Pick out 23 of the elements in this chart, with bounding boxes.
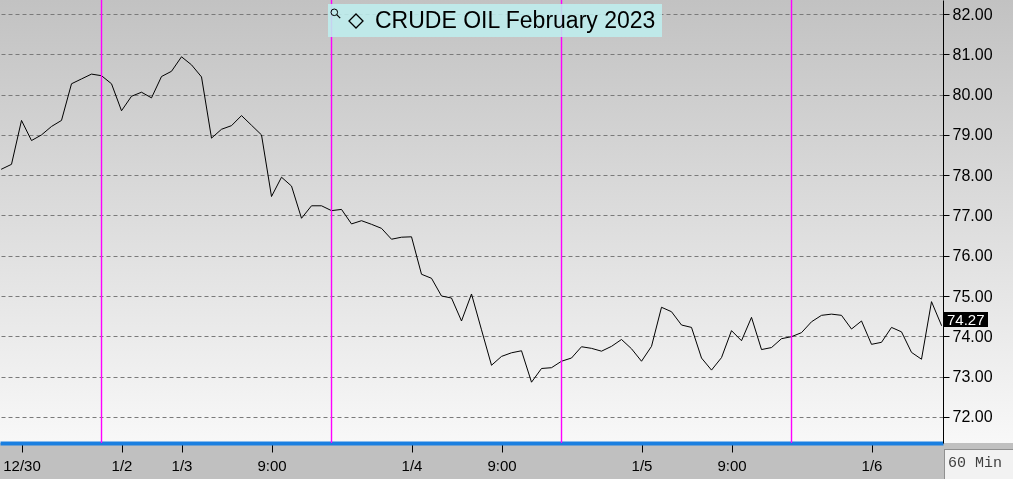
x-tick-label: 1/6 xyxy=(861,456,883,474)
y-tick-label: 73.00 xyxy=(952,368,993,386)
x-tick-label: 9:00 xyxy=(717,456,747,474)
y-tick-label: 76.00 xyxy=(952,247,993,265)
x-tick-label: 1/2 xyxy=(111,456,133,474)
y-tick-label: 77.00 xyxy=(952,206,993,224)
chart-title: CRUDE OIL February 2023 xyxy=(375,7,656,34)
x-tick-label: 9:00 xyxy=(487,456,517,474)
x-tick-label: 1/3 xyxy=(171,456,193,474)
y-tick-label: 78.00 xyxy=(952,166,993,184)
x-tick-label: 1/4 xyxy=(401,456,423,474)
text: 74.27 xyxy=(944,311,988,329)
x-tick-label: 12/30 xyxy=(3,456,41,474)
x-tick-label: 9:00 xyxy=(257,456,287,474)
text: 60 Min xyxy=(944,449,1013,479)
y-tick-label: 79.00 xyxy=(952,126,993,144)
x-tick-label: 1/5 xyxy=(631,456,653,474)
y-tick-label: 81.00 xyxy=(952,45,993,63)
y-tick-label: 72.00 xyxy=(952,408,993,426)
y-tick-label: 75.00 xyxy=(952,287,993,305)
y-tick-label: 82.00 xyxy=(952,5,993,23)
y-tick-label: 74.00 xyxy=(952,327,993,345)
y-tick-label: 80.00 xyxy=(952,86,993,104)
